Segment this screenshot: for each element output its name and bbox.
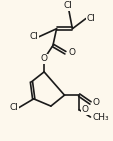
Text: CH₃: CH₃ xyxy=(92,113,109,122)
Text: O: O xyxy=(92,98,99,107)
Text: O: O xyxy=(81,105,88,114)
Text: Cl: Cl xyxy=(86,14,95,23)
Text: Cl: Cl xyxy=(29,32,38,41)
Text: Cl: Cl xyxy=(63,1,72,10)
Text: Cl: Cl xyxy=(9,103,18,112)
Text: O: O xyxy=(40,54,47,63)
Text: O: O xyxy=(68,48,75,57)
